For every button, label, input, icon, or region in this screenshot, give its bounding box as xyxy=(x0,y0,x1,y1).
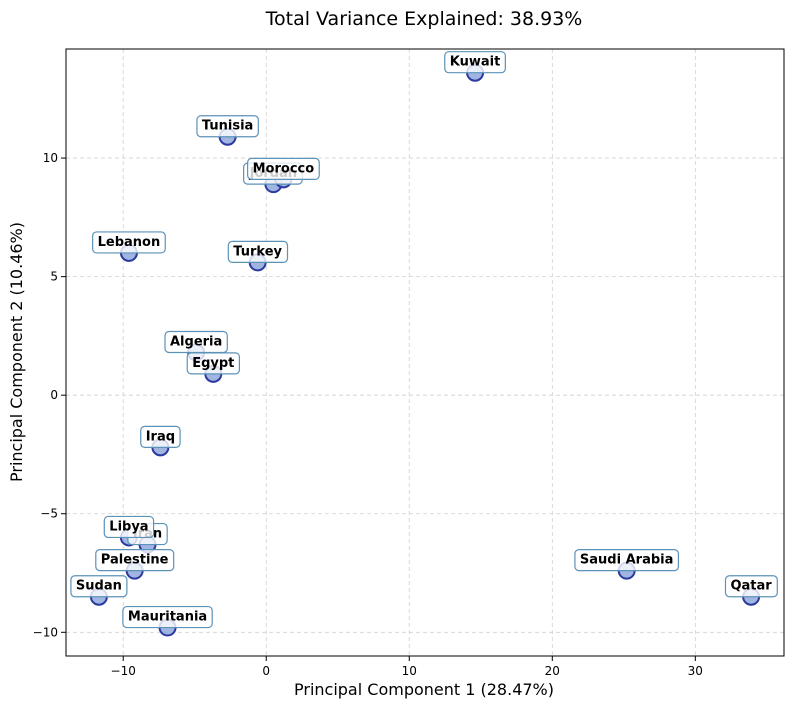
point-label: Tunisia xyxy=(196,115,259,138)
point-label-box xyxy=(92,231,166,254)
plot-frame xyxy=(65,48,785,657)
point-label-text: Qatar xyxy=(730,579,772,594)
y-tick-label: 5 xyxy=(50,270,58,284)
point-label-box xyxy=(70,575,128,598)
point-label-text: Saudi Arabia xyxy=(580,553,673,568)
point-label: Palestine xyxy=(95,549,175,572)
x-tick-label: 10 xyxy=(402,664,417,678)
chart-title: Total Variance Explained: 38.93% xyxy=(265,8,583,30)
y-tick-label: 10 xyxy=(43,151,58,165)
point-label: Turkey xyxy=(227,240,289,263)
point-label: Libya xyxy=(103,515,155,539)
point-label-text: Algeria xyxy=(170,335,222,350)
point-label-text: Lebanon xyxy=(98,235,161,250)
point-label-text: Turkey xyxy=(233,244,282,259)
point-label: Morocco xyxy=(247,157,320,181)
point-label-box xyxy=(227,240,289,263)
point-label-text: Mauritania xyxy=(128,610,207,625)
point-label-box xyxy=(95,549,175,572)
point-label-text: Libya xyxy=(109,519,148,534)
point-label-box xyxy=(103,515,155,539)
point-labels: KuwaitTunisiaJordanMoroccoLebanonTurkeyA… xyxy=(70,51,778,629)
point-label-box xyxy=(444,51,506,74)
point-label-box xyxy=(122,605,213,629)
y-tick-label: −10 xyxy=(33,625,58,639)
point-label: Iraq xyxy=(140,425,181,448)
point-label-box xyxy=(196,115,259,138)
y-axis-label: Principal Component 2 (10.46%) xyxy=(7,222,26,482)
point-label: Kuwait xyxy=(444,51,506,74)
point-label: Lebanon xyxy=(92,231,166,254)
point-label-text: Palestine xyxy=(101,553,169,568)
point-label: Algeria xyxy=(164,330,228,354)
point-label-text: Tunisia xyxy=(202,119,253,134)
point-label-text: Kuwait xyxy=(450,55,501,70)
x-tick-label: 20 xyxy=(545,664,560,678)
point-label: Egypt xyxy=(186,352,241,375)
axis-ticks: −10 0 10 20 30 −10 −5 0 5 10 xyxy=(33,151,703,678)
x-tick-label: −10 xyxy=(111,664,136,678)
point-label-box xyxy=(574,549,680,572)
point-label-box xyxy=(724,575,778,598)
point-label-text: Egypt xyxy=(192,356,234,371)
x-axis-label: Principal Component 1 (28.47%) xyxy=(294,680,554,699)
y-tick-label: 0 xyxy=(50,388,58,402)
point-label-box xyxy=(186,352,241,375)
y-tick-label: −5 xyxy=(40,507,58,521)
x-tick-label: 0 xyxy=(262,664,270,678)
grid-lines xyxy=(66,49,784,656)
point-label: Sudan xyxy=(70,575,128,598)
point-label-text: Sudan xyxy=(76,579,122,594)
point-label-text: Morocco xyxy=(253,161,315,176)
point-label-text: Iraq xyxy=(146,429,175,444)
point-label-box xyxy=(140,425,181,448)
point-label: Qatar xyxy=(724,575,778,598)
point-label-box xyxy=(247,157,320,181)
point-label: Mauritania xyxy=(122,605,213,629)
x-tick-label: 30 xyxy=(688,664,703,678)
point-label: Saudi Arabia xyxy=(574,549,680,572)
